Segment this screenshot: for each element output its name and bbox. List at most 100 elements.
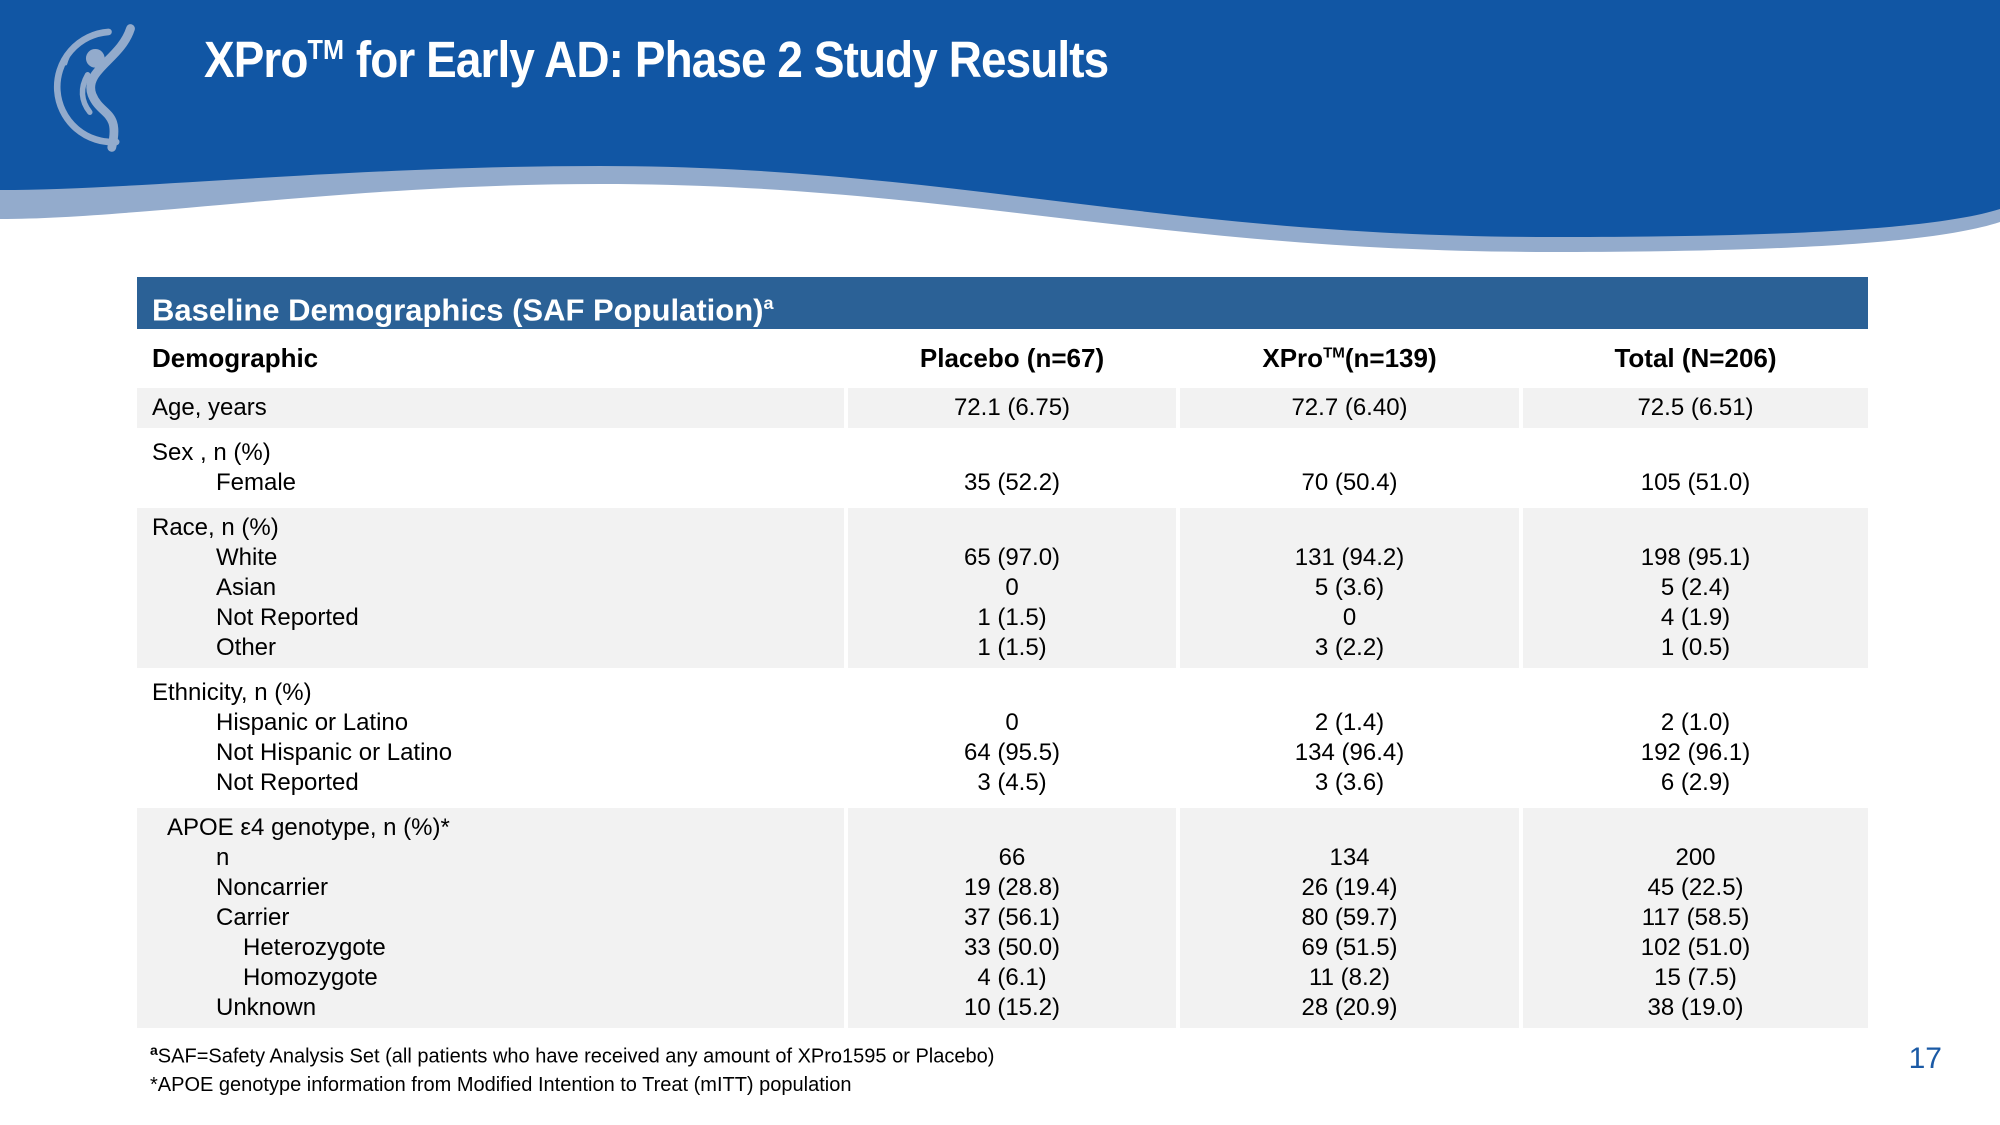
table-header-row: Demographic Placebo (n=67) XProTM(n=139)… (137, 329, 1868, 388)
footnote-saf: aSAF=Safety Analysis Set (all patients w… (150, 1036, 994, 1071)
table-group-label-column: Race, n (%) White Asian Not Reported Other (137, 508, 844, 668)
table-cell: 4 (1.9) (1660, 604, 1731, 631)
table-cell: 105 (51.0) (1640, 469, 1751, 496)
slide-title-rest: for Early AD: Phase 2 Study Results (343, 31, 1109, 88)
company-logo-icon (53, 24, 135, 152)
table-group-value-column: 72.1 (6.75) (848, 388, 1176, 428)
table-cell (1180, 678, 1519, 708)
table-cell: 70 (50.4) (1301, 469, 1398, 496)
header-wave-banner (0, 0, 2000, 252)
table-row-label: Other (216, 634, 277, 661)
table-row-label: Carrier (216, 904, 290, 931)
table-title: Baseline Demographics (SAF Population) (152, 292, 764, 328)
table-group-value-column: 2 (1.0) 192 (96.1) 6 (2.9) (1523, 673, 1868, 803)
table-group-value-column: 70 (50.4) (1180, 433, 1519, 503)
table-cell: 64 (95.5) (963, 739, 1061, 766)
table-cell: 26 (19.4) (1301, 874, 1398, 901)
table-group-value-column: 35 (52.2) (848, 433, 1176, 503)
table-row-label: APOE ε4 genotype, n (%)* (167, 814, 450, 841)
table-row-label: n (216, 844, 230, 871)
column-header-xpro: XProTM(n=139) (1180, 343, 1519, 374)
table-cell: 198 (95.1) (1640, 544, 1751, 571)
table-row-label: Female (216, 469, 297, 496)
table-cell: 2 (1.0) (1660, 709, 1731, 736)
table-cell: 5 (2.4) (1660, 574, 1731, 601)
table-group: Age, years 72.1 (6.75) 72.7 (6.40) 72.5 (6.… (137, 388, 1868, 428)
trademark-superscript: TM (307, 34, 344, 65)
table-cell: 0 (1005, 709, 1019, 736)
table-cell: 1 (0.5) (1660, 634, 1731, 661)
table-cell: 6 (2.9) (1660, 769, 1731, 796)
table-row-label: Hispanic or Latino (216, 709, 409, 736)
table-body: Age, years 72.1 (6.75) 72.7 (6.40) 72.5 (6.… (137, 388, 1868, 1028)
table-group-value-column: 2 (1.4) 134 (96.4) 3 (3.6) (1180, 673, 1519, 803)
table-cell: 3 (3.6) (1314, 769, 1385, 796)
footnote-apoe: *APOE genotype information from Modified… (150, 1073, 852, 1096)
table-cell: 72.1 (6.75) (953, 394, 1071, 421)
slide-title-prefix: XPro (204, 31, 308, 88)
table-row-label: Sex , n (%) (152, 439, 271, 466)
table-group-label-column: Age, years (137, 388, 844, 428)
table-group: Ethnicity, n (%) Hispanic or Latino Not Hi… (137, 673, 1868, 803)
table-group-value-column: 72.7 (6.40) (1180, 388, 1519, 428)
table-cell: 2 (1.4) (1314, 709, 1385, 736)
table-row-label: Heterozygote (243, 934, 386, 961)
table-group-value-column: 72.5 (6.51) (1523, 388, 1868, 428)
table-cell: 102 (51.0) (1640, 934, 1751, 961)
table-cell: 0 (1342, 604, 1357, 631)
table-cell: 131 (94.2) (1294, 544, 1405, 571)
table-cell: 3 (2.2) (1314, 634, 1385, 661)
table-row-label: Homozygote (243, 964, 378, 991)
column-header-demographic: Demographic (152, 343, 319, 373)
table-group-value-column: 198 (95.1) 5 (2.4) 4 (1.9) 1 (0.5) (1523, 508, 1868, 668)
table-title-bar: Baseline Demographics (SAF Population)a (137, 277, 1868, 329)
table-group: Sex , n (%) Female 35 (52.2) 70 (50.4) 105 (… (137, 433, 1868, 503)
table-row-label: Not Reported (216, 604, 359, 631)
table-cell: 1 (1.5) (977, 634, 1047, 661)
table-row-label: Asian (216, 574, 277, 601)
table-cell: 69 (51.5) (1301, 934, 1398, 961)
xpro-trademark-superscript: TM (1323, 344, 1345, 362)
table-cell: 66 (998, 844, 1026, 871)
table-cell (1180, 513, 1519, 543)
footnote-a-marker: a (150, 1042, 158, 1058)
table-group-value-column: 134 26 (19.4) 80 (59.7) 69 (51.5) 11 (8.2) 28… (1180, 808, 1519, 1028)
table-cell: 72.5 (6.51) (1637, 394, 1754, 421)
table-cell (1523, 513, 1868, 543)
footnotes: aSAF=Safety Analysis Set (all patients w… (150, 1036, 994, 1099)
table-cell (848, 438, 1176, 468)
table-cell: 65 (97.0) (963, 544, 1061, 571)
table-cell: 35 (52.2) (963, 469, 1061, 496)
table-cell (1180, 813, 1519, 843)
table-cell (1523, 813, 1868, 843)
table-cell: 11 (8.2) (1309, 964, 1390, 991)
table-group-value-column: 131 (94.2) 5 (3.6) 0 3 (2.2) (1180, 508, 1519, 668)
table-group: APOE ε4 genotype, n (%)* n Noncarrier Carri… (137, 808, 1868, 1028)
table-cell: 117 (58.5) (1641, 904, 1750, 931)
table-cell (848, 678, 1176, 708)
header-blue-shape (0, 0, 2000, 237)
table-group-value-column: 105 (51.0) (1523, 433, 1868, 503)
table-row-label: Ethnicity, n (%) (152, 679, 312, 706)
table-row-label: Race, n (%) (152, 514, 279, 541)
table-cell: 0 (1005, 574, 1019, 601)
table-cell: 80 (59.7) (1301, 904, 1398, 931)
logo-head-dot (85, 48, 105, 68)
demographics-table: Baseline Demographics (SAF Population)a … (137, 277, 1868, 1033)
table-group-value-column: 65 (97.0) 0 1 (1.5) 1 (1.5) (848, 508, 1176, 668)
table-cell (848, 513, 1176, 543)
column-header-total: Total (N=206) (1614, 343, 1777, 373)
table-group-value-column: 0 64 (95.5) 3 (4.5) (848, 673, 1176, 803)
table-cell: 134 (96.4) (1294, 739, 1405, 766)
table-cell: 33 (50.0) (963, 934, 1061, 961)
slide-title: XProTM for Early AD: Phase 2 Study Resul… (204, 30, 1554, 89)
column-header-placebo: Placebo (n=67) (919, 343, 1105, 373)
table-group-value-column: 200 45 (22.5) 117 (58.5) 102 (51.0) 15 (7.5)… (1523, 808, 1868, 1028)
table-cell: 45 (22.5) (1647, 874, 1744, 901)
table-cell: 15 (7.5) (1654, 964, 1737, 991)
table-cell: 192 (96.1) (1640, 739, 1751, 766)
table-row-label: Noncarrier (216, 874, 329, 901)
page-number: 17 (1908, 1042, 1942, 1075)
table-cell: 5 (3.6) (1314, 574, 1385, 601)
table-cell: 200 (1675, 844, 1716, 871)
